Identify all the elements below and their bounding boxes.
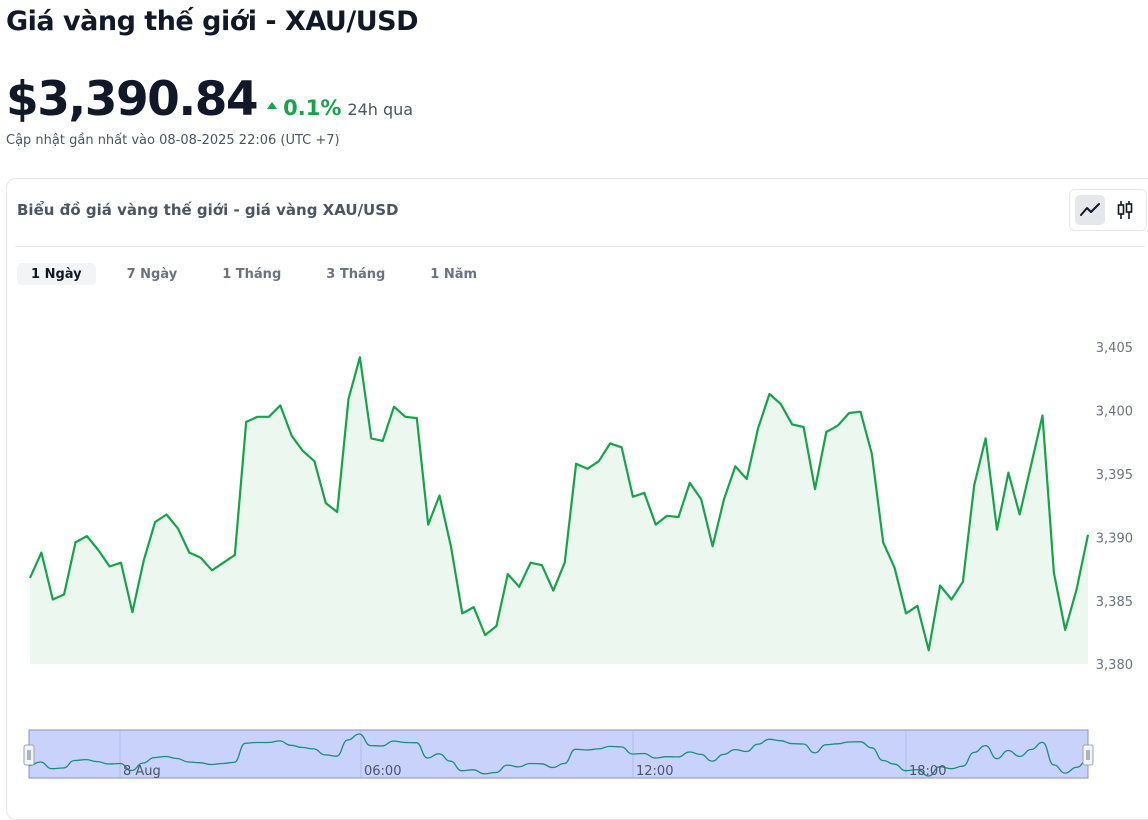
current-price: $3,390.84 [6,72,259,127]
navigator-time-label: 8 Aug [123,764,161,779]
price-line [28,356,1090,652]
price-chart: 3,380 3,385 3,390 3,395 3,400 3,405 8 Aug 06:0… [23,341,1133,779]
price-row: $3,390.84 0.1% 24h qua [6,72,413,127]
tab-1-month[interactable]: 1 Tháng [222,266,282,282]
tab-1-day[interactable]: 1 Ngày [17,263,96,285]
y-tick-label: 3,395 [1096,468,1133,483]
last-updated-text: Cập nhật gần nhất vào 08-08-2025 22:06 (… [6,133,340,148]
y-tick-label: 3,380 [1096,658,1133,673]
price-area [30,357,1088,664]
y-tick-label: 3,405 [1096,341,1133,356]
tab-1-year[interactable]: 1 Năm [430,266,478,282]
navigator-left-handle[interactable] [23,744,35,766]
chart-type-toggle [1069,189,1147,231]
y-tick-label: 3,385 [1096,595,1133,610]
y-tick-label: 3,400 [1096,405,1133,420]
range-tabs: 1 Ngày 7 Ngày 1 Tháng 3 Tháng 1 Năm [17,263,508,285]
card-divider [15,246,1145,247]
line-chart-icon [1080,203,1100,216]
price-change-percent: 0.1% [283,96,342,120]
navigator-time-label: 18:00 [909,764,946,779]
navigator-line [28,733,1089,777]
navigator-time-label: 06:00 [364,764,401,779]
range-navigator[interactable]: 8 Aug 06:00 12:00 18:00 [23,729,1094,779]
price-change-period: 24h qua [347,100,414,119]
tab-7-days[interactable]: 7 Ngày [126,266,178,282]
page-title: Giá vàng thế giới - XAU/USD [6,6,419,37]
candlestick-icon [1117,201,1133,219]
candlestick-chart-button[interactable] [1110,195,1140,225]
line-chart-button[interactable] [1075,195,1105,225]
chart-card-title: Biểu đồ giá vàng thế giới - giá vàng XAU… [17,201,399,219]
navigator-right-handle[interactable] [1082,744,1094,766]
arrow-up-icon [267,102,278,109]
navigator-time-label: 12:00 [636,764,673,779]
tab-3-months[interactable]: 3 Tháng [326,266,386,282]
y-tick-label: 3,390 [1096,531,1133,546]
